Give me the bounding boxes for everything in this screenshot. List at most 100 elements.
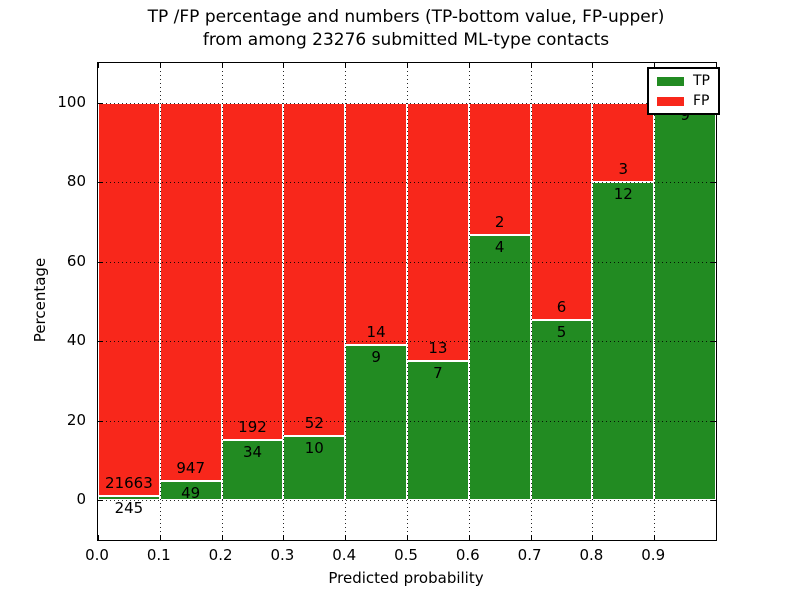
v-gridline (159, 63, 161, 540)
y-tick-mark (711, 261, 716, 263)
bar-fp-count-label: 52 (304, 414, 324, 433)
bar-fp-segment (221, 102, 284, 441)
bar-tp-count-label: 7 (433, 364, 443, 383)
legend: TP FP (647, 67, 720, 115)
bar-fp-count-label: 6 (556, 297, 567, 316)
y-tick-mark (711, 500, 716, 502)
bar-tp-count-label: 49 (181, 483, 201, 502)
y-axis-label: Percentage (31, 257, 49, 343)
v-gridline (283, 63, 285, 540)
y-tick-label: 60 (66, 251, 86, 270)
y-tick-label: 100 (57, 92, 86, 111)
bar-tp-segment (654, 102, 716, 501)
v-gridline (407, 63, 408, 540)
x-tick-mark (468, 535, 470, 540)
x-tick-mark (530, 63, 532, 68)
bar-fp-count-label: 21663 (105, 473, 153, 492)
x-tick-mark (468, 63, 470, 68)
chart-title: TP /FP percentage and numbers (TP-bottom… (148, 6, 665, 52)
legend-item-tp: TP (657, 74, 710, 88)
x-tick-mark (98, 63, 99, 68)
y-tick-mark (98, 420, 103, 422)
x-tick-mark (159, 63, 161, 68)
bar-fp-segment (407, 102, 469, 362)
x-tick-mark (654, 535, 656, 540)
bar-tp-segment (283, 436, 346, 501)
x-tick-label: 0.8 (579, 546, 604, 564)
y-tick-mark (711, 420, 716, 422)
x-tick-mark (407, 535, 408, 540)
x-tick-label: 0.1 (146, 546, 171, 564)
plot-area: 216632459474919234521014913724653129 (97, 62, 717, 541)
x-tick-mark (407, 63, 408, 68)
y-tick-mark (711, 341, 716, 343)
bar-tp-segment (530, 319, 593, 501)
bar-tp-segment (468, 235, 531, 501)
bar-tp-count-label: 12 (613, 185, 633, 204)
x-tick-mark (98, 535, 99, 540)
x-axis-label: Predicted probability (328, 569, 484, 587)
bar-fp-segment (159, 102, 222, 481)
bar-tp-segment (221, 440, 284, 501)
y-tick-mark (98, 182, 103, 184)
bar-tp-count-label: 4 (494, 238, 505, 257)
x-tick-label: 0.5 (394, 546, 418, 564)
legend-item-fp: FP (657, 94, 710, 108)
y-tick-mark (711, 182, 716, 184)
chart-title-line2: from among 23276 submitted ML-type conta… (202, 30, 610, 50)
y-tick-mark (98, 341, 103, 343)
y-tick-label: 40 (66, 331, 86, 350)
x-tick-label: 0.6 (455, 546, 480, 564)
bar-fp-count-label: 14 (366, 322, 386, 341)
fp-color-swatch (657, 96, 684, 106)
x-tick-mark (592, 535, 594, 540)
x-tick-mark (654, 63, 656, 68)
bar-fp-segment (345, 102, 407, 345)
x-tick-mark (530, 535, 532, 540)
bar-tp-segment (98, 495, 160, 501)
bar-fp-segment (283, 102, 346, 437)
x-tick-label: 0.2 (208, 546, 233, 564)
bar-tp-count-label: 5 (556, 322, 567, 341)
v-gridline (345, 63, 347, 540)
x-tick-label: 0.3 (270, 546, 295, 564)
bar-fp-segment (530, 102, 593, 320)
x-tick-label: 0.7 (517, 546, 542, 564)
x-tick-mark (221, 535, 223, 540)
x-tick-mark (345, 63, 347, 68)
bar-fp-count-label: 947 (176, 458, 206, 477)
bar-fp-count-label: 13 (428, 339, 448, 358)
v-gridline (221, 63, 223, 540)
x-tick-mark (283, 63, 285, 68)
v-gridline (654, 63, 656, 540)
x-tick-label: 0.0 (85, 546, 109, 564)
x-tick-mark (592, 63, 594, 68)
bar-fp-count-label: 2 (494, 213, 505, 232)
bar-fp-count-label: 3 (618, 160, 629, 179)
y-tick-mark (98, 102, 103, 104)
v-gridline (530, 63, 532, 540)
legend-label-tp: TP (693, 73, 710, 89)
y-tick-label: 80 (66, 172, 86, 191)
x-tick-mark (283, 535, 285, 540)
bar-tp-count-label: 10 (304, 439, 324, 458)
bar-tp-count-label: 34 (242, 443, 263, 462)
y-tick-mark (98, 261, 103, 263)
legend-label-fp: FP (693, 93, 710, 109)
chart-title-line1: TP /FP percentage and numbers (TP-bottom… (147, 7, 665, 27)
x-tick-mark (221, 63, 223, 68)
bar-tp-count-label: 245 (114, 498, 144, 517)
x-tick-label: 0.9 (641, 546, 666, 564)
y-tick-label: 20 (66, 410, 86, 429)
x-tick-mark (345, 535, 347, 540)
x-tick-mark (159, 535, 161, 540)
v-gridline (468, 63, 470, 540)
v-gridline (592, 63, 594, 540)
bar-tp-segment (345, 344, 407, 501)
x-tick-label: 0.4 (332, 546, 357, 564)
bar-tp-count-label: 9 (371, 347, 381, 366)
bar-fp-segment (98, 102, 160, 496)
y-tick-mark (98, 500, 103, 502)
y-tick-label: 0 (76, 490, 86, 509)
